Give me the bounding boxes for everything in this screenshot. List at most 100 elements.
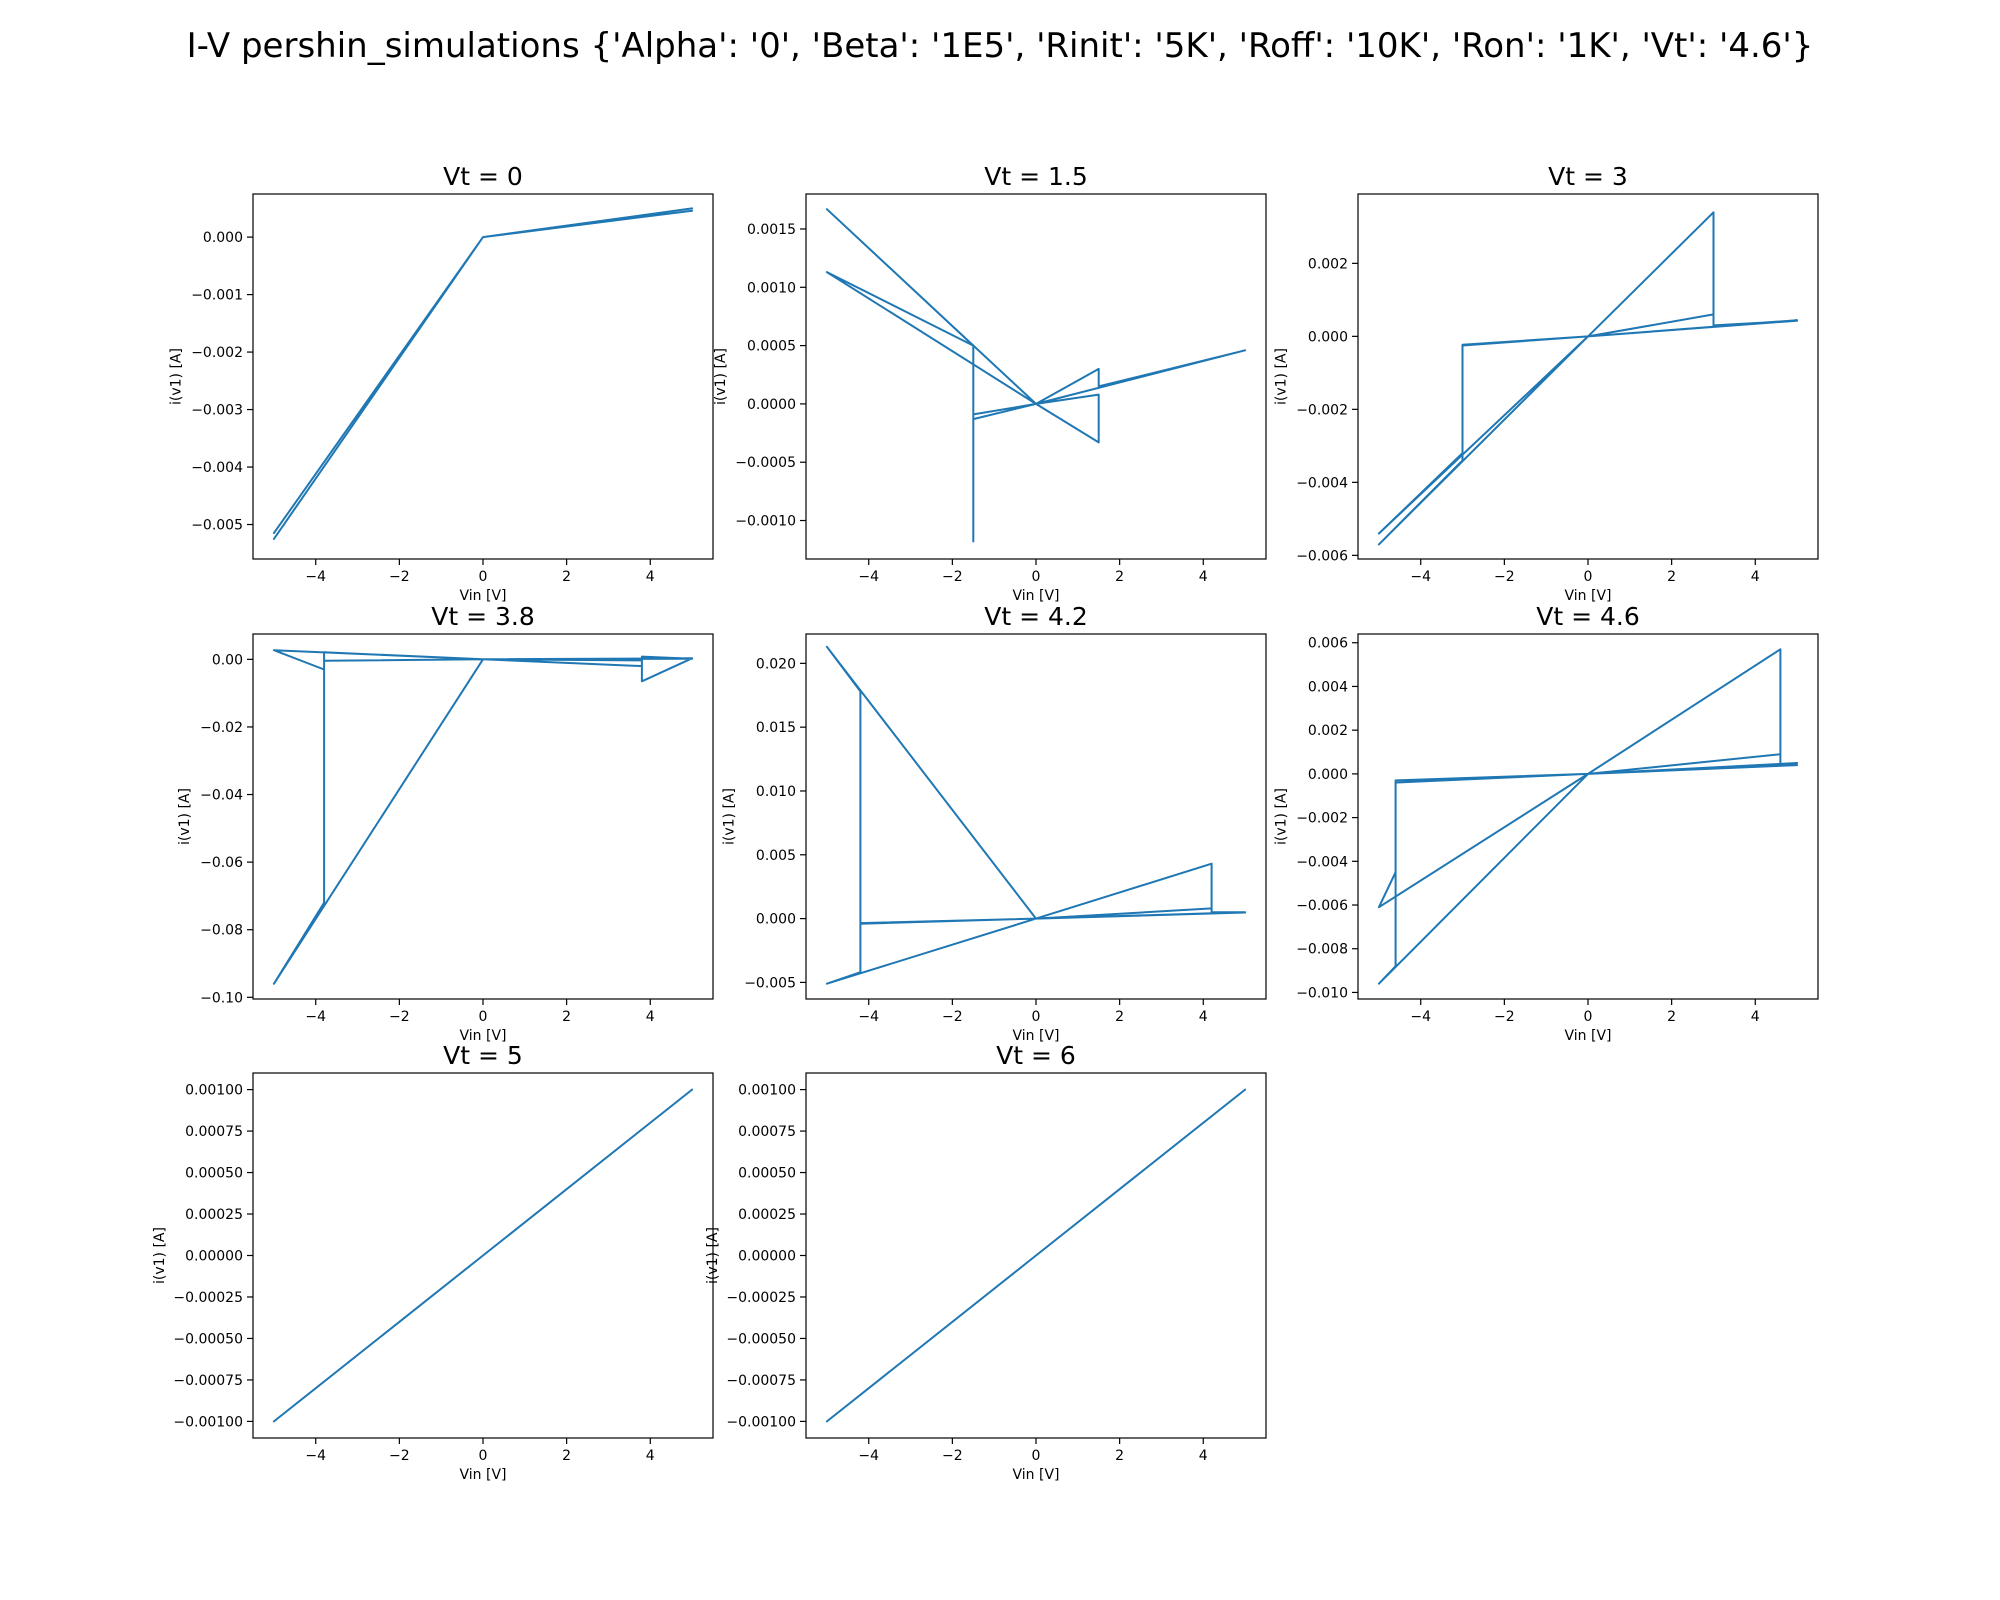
axes-frame <box>252 193 714 560</box>
y-tick-label: 0.00100 <box>185 1083 243 1099</box>
y-axis-label: i(v1) [A] <box>705 1227 721 1284</box>
y-tick-label: 0.00050 <box>185 1166 243 1182</box>
y-tick-label: −0.00025 <box>173 1290 243 1306</box>
y-tick-label: −0.00100 <box>173 1414 243 1430</box>
x-tick-label: 4 <box>1751 1009 1760 1025</box>
series-line <box>272 649 694 985</box>
y-tick-label: −0.00050 <box>173 1331 243 1347</box>
x-tick-label: 4 <box>1199 1009 1208 1025</box>
x-tick-label: 2 <box>562 1448 571 1464</box>
y-tick-label: −0.004 <box>1296 854 1348 870</box>
y-tick-label: −0.00100 <box>726 1414 796 1430</box>
x-tick-label: 4 <box>1199 1448 1208 1464</box>
y-tick-label: 0.0010 <box>747 280 796 296</box>
y-tick-label: −0.04 <box>200 788 243 804</box>
subplot-title: Vt = 4.6 <box>1536 602 1640 631</box>
axes-frame <box>805 193 1267 560</box>
subplot-3: Vt = 3 −4 −2 0 2 4 0.002 0.000 −0.002 −0.004 −0.00… <box>1274 162 1819 604</box>
y-tick-label: 0.0005 <box>747 339 796 355</box>
y-tick-label: −0.006 <box>1296 898 1348 914</box>
subplot-title: Vt = 3 <box>1548 162 1628 191</box>
x-tick-label: 2 <box>1115 569 1124 585</box>
y-tick-label: −0.08 <box>200 923 243 939</box>
y-tick-label: −0.10 <box>200 990 243 1006</box>
x-tick-label: −4 <box>858 569 879 585</box>
subplot-4: Vt = 3.8 −4 −2 0 2 4 0.00 −0.02 −0.04 −0.06 −0.08 −… <box>177 602 714 1044</box>
y-tick-label: −0.00075 <box>726 1373 796 1389</box>
subplot-title: Vt = 4.2 <box>984 602 1088 631</box>
x-tick-label: 2 <box>562 1009 571 1025</box>
y-tick-label: −0.004 <box>191 460 243 476</box>
y-tick-label: −0.008 <box>1296 942 1348 958</box>
x-tick-label: 2 <box>1115 1448 1124 1464</box>
y-tick-label: −0.002 <box>191 345 243 361</box>
x-axis-label: Vin [V] <box>1013 588 1060 604</box>
subplot-title: Vt = 0 <box>443 162 523 191</box>
y-tick-label: −0.00025 <box>726 1290 796 1306</box>
y-tick-label: 0.000 <box>1308 329 1348 345</box>
y-tick-label: −0.010 <box>1296 985 1348 1001</box>
x-tick-label: −4 <box>305 569 326 585</box>
y-tick-label: 0.002 <box>1308 256 1348 272</box>
x-axis-label: Vin [V] <box>1565 1028 1612 1044</box>
y-tick-label: 0.00025 <box>185 1207 243 1223</box>
y-tick-label: −0.005 <box>744 975 796 991</box>
x-tick-label: 2 <box>1667 569 1676 585</box>
x-axis-label: Vin [V] <box>460 588 507 604</box>
axes-frame <box>1357 193 1819 560</box>
x-tick-label: 4 <box>646 569 655 585</box>
subplot-title: Vt = 5 <box>443 1041 523 1070</box>
x-axis-label: Vin [V] <box>1013 1028 1060 1044</box>
x-tick-label: −4 <box>1410 1009 1431 1025</box>
y-tick-label: 0.015 <box>756 720 796 736</box>
y-tick-label: 0.00000 <box>738 1249 796 1265</box>
y-axis-label: i(v1) [A] <box>722 788 738 845</box>
y-tick-label: −0.06 <box>200 855 243 871</box>
y-tick-label: −0.001 <box>191 288 243 304</box>
x-tick-label: 0 <box>479 1009 488 1025</box>
x-tick-label: −2 <box>389 1448 410 1464</box>
x-axis-label: Vin [V] <box>460 1028 507 1044</box>
x-tick-label: −2 <box>1494 1009 1515 1025</box>
subplot-1: Vt = 0 −4 −2 0 2 4 0.000 −0.001 −0.002 −0.003 −0.0… <box>169 162 714 604</box>
y-tick-label: 0.020 <box>756 656 796 672</box>
y-tick-label: 0.004 <box>1308 679 1348 695</box>
y-tick-label: 0.006 <box>1308 636 1348 652</box>
x-tick-label: −4 <box>858 1009 879 1025</box>
y-tick-label: 0.00075 <box>738 1124 796 1140</box>
series-line <box>825 1088 1247 1423</box>
x-axis-label: Vin [V] <box>460 1467 507 1483</box>
y-axis-label: i(v1) [A] <box>177 788 193 845</box>
series-line <box>825 645 1247 985</box>
x-tick-label: 2 <box>1667 1009 1676 1025</box>
x-axis-label: Vin [V] <box>1013 1467 1060 1483</box>
y-tick-label: 0.0000 <box>747 397 796 413</box>
y-tick-label: 0.00050 <box>738 1166 796 1182</box>
x-axis-label: Vin [V] <box>1565 588 1612 604</box>
x-tick-label: −4 <box>858 1448 879 1464</box>
subplot-7: Vt = 5 −4 −2 0 2 4 0.00100 0.00075 0.00050 0.0002… <box>152 1041 714 1483</box>
axes-frame <box>1357 633 1819 1000</box>
x-tick-label: 0 <box>1584 1009 1593 1025</box>
y-tick-label: −0.004 <box>1296 475 1348 491</box>
subplot-2: Vt = 1.5 −4 −2 0 2 4 0.0015 0.0010 0.0005 0.0000 −… <box>713 162 1267 604</box>
y-tick-label: 0.002 <box>1308 723 1348 739</box>
y-tick-label: 0.00000 <box>185 1249 243 1265</box>
x-tick-label: −4 <box>305 1009 326 1025</box>
x-tick-label: 0 <box>1584 569 1593 585</box>
x-tick-label: 0 <box>479 1448 488 1464</box>
y-axis-label: i(v1) [A] <box>169 348 185 405</box>
y-tick-label: −0.0010 <box>735 514 796 530</box>
x-tick-label: −2 <box>1494 569 1515 585</box>
axes-frame <box>252 633 714 1000</box>
x-tick-label: −4 <box>1410 569 1431 585</box>
x-tick-label: 0 <box>1032 1009 1041 1025</box>
axes-frame <box>805 633 1267 1000</box>
x-tick-label: 4 <box>646 1009 655 1025</box>
x-tick-label: −2 <box>389 1009 410 1025</box>
y-tick-label: 0.0015 <box>747 222 796 238</box>
y-tick-label: 0.00025 <box>738 1207 796 1223</box>
y-tick-label: 0.00075 <box>185 1124 243 1140</box>
y-tick-label: 0.00100 <box>738 1083 796 1099</box>
